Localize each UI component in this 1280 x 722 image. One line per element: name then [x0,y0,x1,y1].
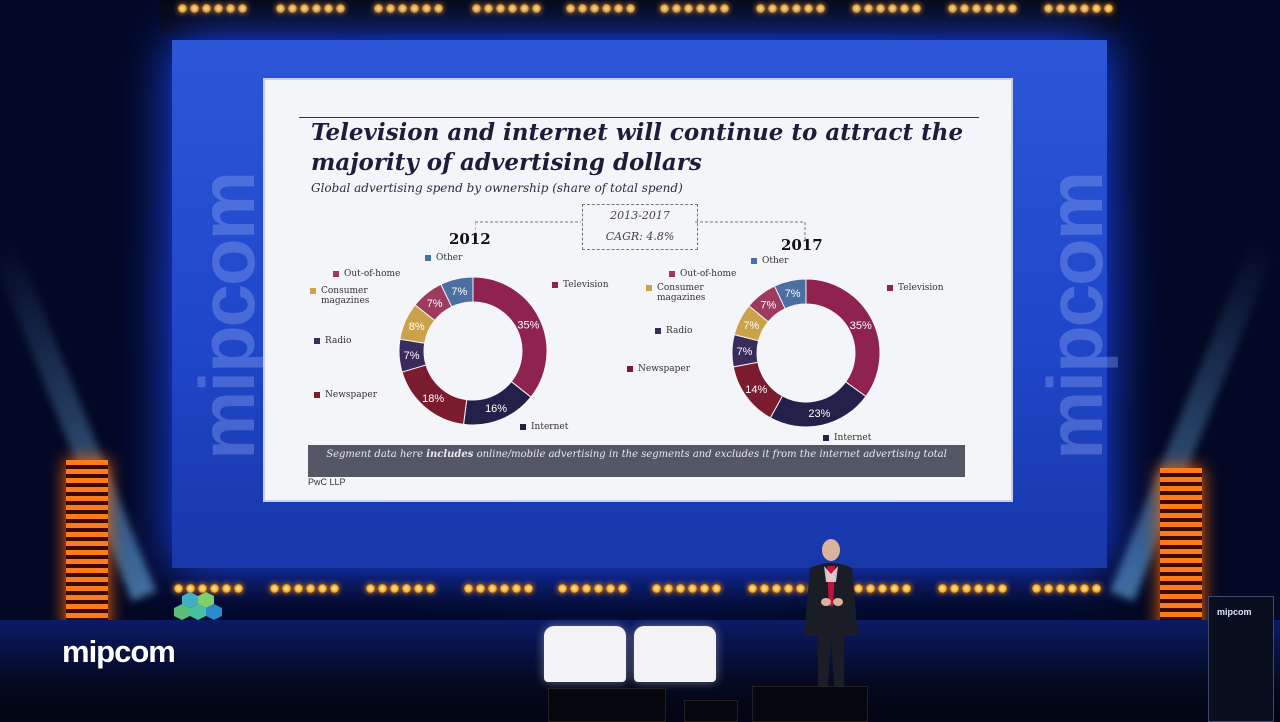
donut-label-radio: 7% [737,346,753,358]
truss-lamp-group [374,4,443,18]
donut-slice-internet [769,381,867,428]
legend-outofhome-2012: Out-of-home [333,269,400,279]
footlight-lamp-group [174,584,243,598]
segment-note: Segment data here includes online/mobile… [308,445,965,477]
donut-label-newspaper: 14% [745,384,767,396]
donut-label-consumer-magazines: 8% [409,321,425,333]
truss-lamp-group [1044,4,1113,18]
footlight-lamp-group [652,584,721,598]
legend-television-2017: Television [887,283,944,293]
screen-watermark-left: mipcom [183,172,271,460]
legend-magazines-2012: Consumer magazines [310,286,369,306]
mipcom-logo: mipcom [62,634,176,669]
legend-magazines-2017: Consumer magazines [646,283,705,303]
legend-other-2017: Other [751,256,788,266]
donut-label-television: 35% [517,319,539,331]
donut-slice-other [773,278,807,310]
donut-label-radio: 7% [404,350,420,362]
slide-subtitle: Global advertising spend by ownership (s… [311,181,683,195]
legend-other-2012: Other [425,253,462,263]
legend-outofhome-2017: Out-of-home [669,269,736,279]
mipcom-logo-mark [174,592,222,620]
footlight-lamp-group [1032,584,1101,598]
left-light-column [66,460,108,632]
stage-monitor-center [684,700,738,722]
donut-label-newspaper: 18% [422,393,444,405]
cagr-period: 2013-2017 [610,209,670,222]
lighting-truss [160,0,1120,34]
footlight-lamp-group [464,584,533,598]
donut-label-consumer-magazines: 7% [743,320,759,332]
screen-watermark-right: mipcom [1031,172,1119,460]
legend-radio-2017: Radio [655,326,692,336]
truss-lamp-group [566,4,635,18]
donut-slice-other [440,276,474,308]
footlight-lamp-group [558,584,627,598]
truss-lamp-group [756,4,825,18]
legend-internet-2017: Internet [823,433,871,443]
cagr-value: CAGR: 4.8% [605,230,675,243]
stage-chair-left [544,626,626,682]
donut-slice-television [472,276,548,398]
slide-source: PwC LLP [308,477,346,487]
stage-chair-right [634,626,716,682]
donut-label-other: 7% [785,288,801,300]
right-light-column [1160,468,1202,640]
legend-radio-2012: Radio [314,336,351,346]
truss-lamp-group [948,4,1017,18]
stage-monitor-right [752,686,868,722]
donut-label-other: 7% [451,286,467,298]
footlight-lamp-group [270,584,339,598]
presentation-slide: Television and internet will continue to… [263,78,1013,502]
title-rule [299,117,979,118]
truss-lamp-group [660,4,729,18]
donut-label-out-of-home: 7% [427,298,443,310]
cagr-connector [475,221,806,240]
chart-year-2012: 2012 [449,230,491,248]
legend-internet-2012: Internet [520,422,568,432]
donut-label-internet: 23% [808,408,830,420]
donut-chart-2012: 35%16%18%7%8%7%7% [398,276,548,426]
donut-slice-television [805,278,881,398]
legend-newspaper-2012: Newspaper [314,390,377,400]
truss-lamp-group [852,4,921,18]
truss-lamp-group [178,4,247,18]
donut-label-internet: 16% [485,403,507,415]
donut-chart-2017: 35%23%14%7%7%7%7% [731,278,881,428]
podium-logo: mipcom [1217,607,1252,617]
cagr-box: 2013-2017 CAGR: 4.8% [582,204,698,250]
chart-year-2017: 2017 [781,236,823,254]
podium: mipcom [1208,596,1274,722]
donut-label-out-of-home: 7% [760,299,776,311]
presenter [804,539,858,686]
truss-lamp-group [472,4,541,18]
slide-title: Television and internet will continue to… [311,119,964,176]
donut-label-television: 35% [850,320,872,332]
truss-lamp-group [276,4,345,18]
legend-newspaper-2017: Newspaper [627,364,690,374]
footlight-lamp-group [938,584,1007,598]
legend-television-2012: Television [552,280,609,290]
footlight-lamp-group [366,584,435,598]
stage-monitor-left [548,688,666,722]
